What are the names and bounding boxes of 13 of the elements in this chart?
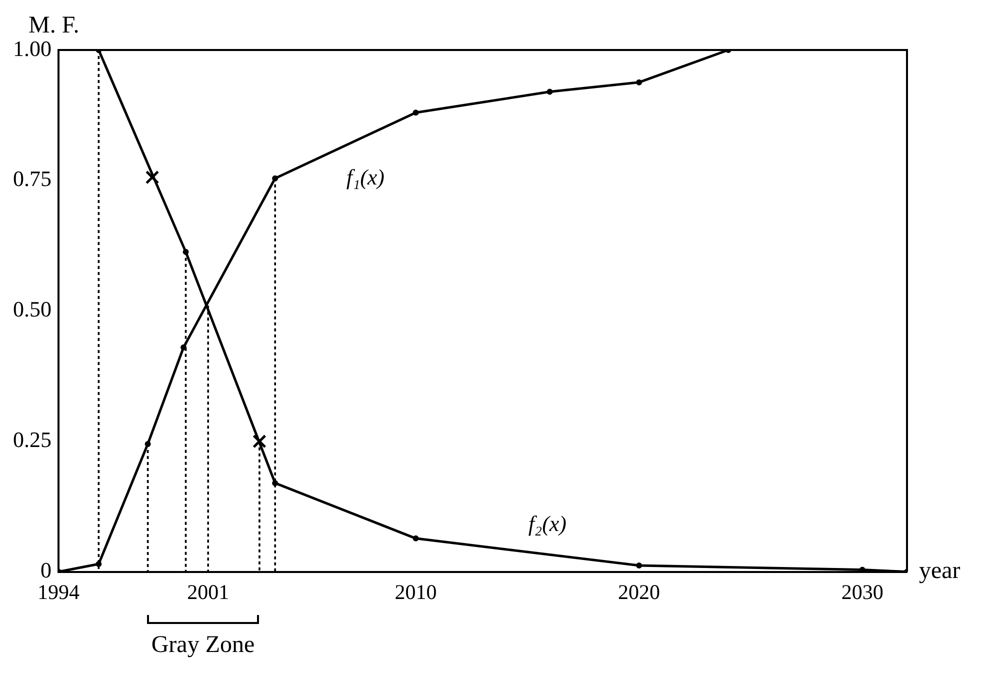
y-axis-title: M. F. [28,12,80,38]
series-label: f₂(x) [528,510,566,536]
x-tick-label: 2010 [394,580,437,604]
y-tick-label: 0.50 [13,296,52,322]
x-axis-title: year [919,558,960,584]
y-tick-label: 1.00 [13,36,52,61]
y-tick-label: 0.75 [13,166,52,192]
series-label: f₁(x) [346,164,385,190]
x-tick-label: 2020 [618,580,660,604]
text: Gray Zone [150,632,256,659]
x-tick-label: 2001 [187,580,230,604]
y-tick-label: 0.25 [13,427,52,452]
x-tick-label: 2030 [841,580,884,604]
